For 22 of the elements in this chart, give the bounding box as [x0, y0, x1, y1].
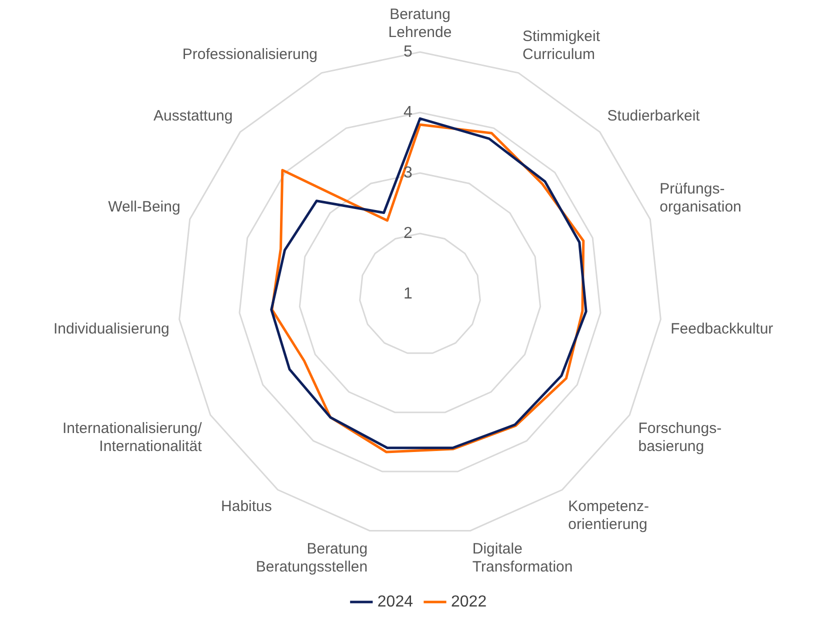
spoke-label: Stimmigkeit Curriculum	[522, 28, 601, 63]
legend-label: 2024	[377, 593, 414, 610]
spoke-label: Prüfungs- organisation	[660, 180, 742, 216]
spoke-label: Kompetenz- orientierung	[568, 498, 649, 534]
y-tick-label: 4	[404, 104, 413, 121]
spoke-label: Feedbackkultur	[670, 320, 774, 338]
spoke-label: Studierbarkeit	[607, 108, 701, 125]
spoke-label: Individualisierung	[53, 320, 170, 338]
spoke-label: Digitale Transformation	[472, 540, 573, 576]
y-tick-label: 3	[404, 164, 413, 182]
y-tick-label: 5	[404, 43, 413, 60]
spoke-label: Ausstattung	[154, 108, 233, 125]
spoke-label: Well-Being	[108, 198, 180, 216]
spoke-label: Habitus	[221, 498, 272, 516]
spoke-label: Forschungs- basierung	[638, 420, 722, 456]
spoke-label: Professionalisierung	[182, 46, 318, 63]
y-tick-label: 1	[404, 285, 413, 302]
y-tick-label: 2	[404, 224, 413, 242]
spoke-label: Internationalisierung/ Internationalität	[62, 420, 203, 456]
legend-label: 2022	[451, 593, 487, 610]
spoke-label: Beratung Beratungsstellen	[256, 540, 368, 576]
spoke-label: Beratung Lehrende	[388, 6, 452, 42]
